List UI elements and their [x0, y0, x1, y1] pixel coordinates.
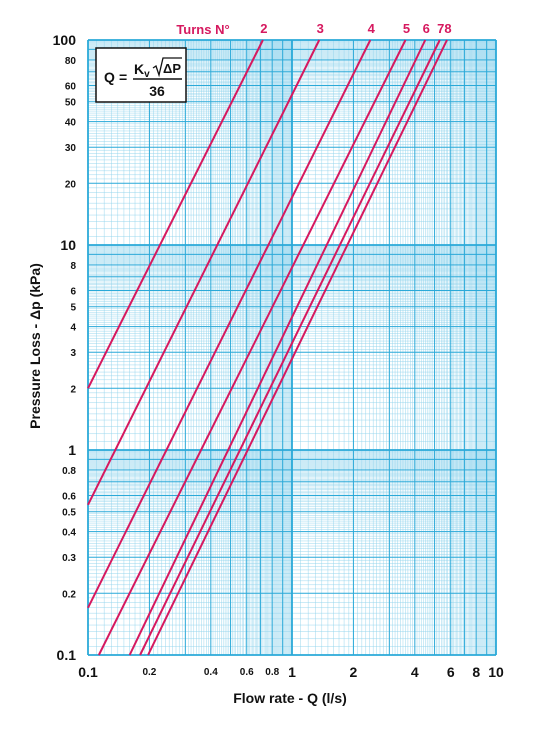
series-label-turns-2: 2	[260, 21, 267, 36]
series-line-turns-2	[87, 39, 264, 389]
x-tick-label: 1	[288, 664, 296, 680]
series-label-turns-6: 6	[423, 21, 430, 36]
y-tick-label: 30	[65, 143, 77, 154]
y-tick-label: 0.8	[62, 466, 76, 477]
formula-delta-p: ΔP	[163, 61, 181, 76]
series-line-turns-4	[87, 39, 372, 609]
y-tick-label: 4	[70, 323, 76, 334]
series-line-turns-3	[87, 39, 321, 506]
x-axis-title: Flow rate - Q (l/s)	[233, 690, 347, 706]
x-tick-label: 4	[411, 664, 419, 680]
y-tick-label: 1	[68, 442, 76, 458]
y-tick-label: 5	[70, 303, 76, 314]
formula-q: Q	[104, 69, 115, 85]
y-tick-label: 3	[70, 348, 76, 359]
series-label-turns-4: 4	[368, 21, 376, 36]
formula-k-sub: v	[144, 69, 150, 80]
formula-frame	[95, 47, 187, 103]
y-tick-label: 2	[70, 384, 76, 395]
x-tick-label: 2	[350, 664, 358, 680]
series-line-turns-6	[128, 39, 427, 656]
formula-denominator: 36	[149, 83, 165, 99]
formula-equals: =	[119, 69, 127, 85]
y-tick-label: 0.3	[62, 553, 76, 564]
series-line-turns-5	[97, 39, 407, 656]
y-tick-labels: 0.1 0.2 0.3 0.4 0.5 0.6 0.8 1 2 3 4 5 6 8 10 20 30 40 50 60…	[53, 32, 77, 663]
series-label-turns-7: 7	[437, 21, 444, 36]
series-line-turns-8	[147, 39, 448, 656]
y-tick-label: 0.4	[62, 528, 76, 539]
y-tick-label: 8	[70, 261, 76, 272]
y-tick-label: 20	[65, 179, 77, 190]
x-tick-label: 0.8	[265, 667, 279, 678]
y-tick-label: 10	[60, 237, 76, 253]
series-label-turns-8: 8	[444, 21, 451, 36]
x-tick-label: 0.1	[78, 664, 98, 680]
y-tick-label: 100	[53, 32, 77, 48]
major-grid	[87, 39, 497, 656]
x-tick-labels: 0.1 0.2 0.4 0.6 0.8 1 2 4 6 8 10	[78, 664, 504, 680]
series-lines	[87, 39, 448, 656]
x-tick-label: 8	[472, 664, 480, 680]
x-tick-label: 0.4	[204, 667, 218, 678]
series-label-turns-3: 3	[317, 21, 324, 36]
turns-header: Turns N°	[176, 22, 229, 37]
formula-kv: Kv	[134, 61, 150, 80]
series-label-turns-5: 5	[403, 21, 410, 36]
series-line-turns-7	[139, 39, 441, 656]
formula-k: K	[134, 61, 144, 77]
y-tick-label: 0.2	[62, 589, 76, 600]
y-axis-title: Pressure Loss - Δp (kPa)	[27, 263, 43, 429]
y-tick-label: 80	[65, 56, 77, 67]
x-tick-label: 10	[488, 664, 504, 680]
x-tick-label: 0.2	[142, 667, 156, 678]
y-tick-label: 0.1	[57, 647, 77, 663]
y-tick-label: 0.6	[62, 491, 76, 502]
y-tick-label: 6	[70, 286, 76, 297]
x-tick-label: 6	[447, 664, 455, 680]
formula-box: Q = Kv ΔP 36	[95, 47, 187, 103]
y-tick-label: 60	[65, 81, 77, 92]
y-tick-label: 40	[65, 118, 77, 129]
x-tick-label: 0.6	[240, 667, 254, 678]
formula-sqrt-sign	[152, 57, 182, 78]
y-tick-label: 50	[65, 98, 77, 109]
y-tick-label: 0.5	[62, 508, 76, 519]
